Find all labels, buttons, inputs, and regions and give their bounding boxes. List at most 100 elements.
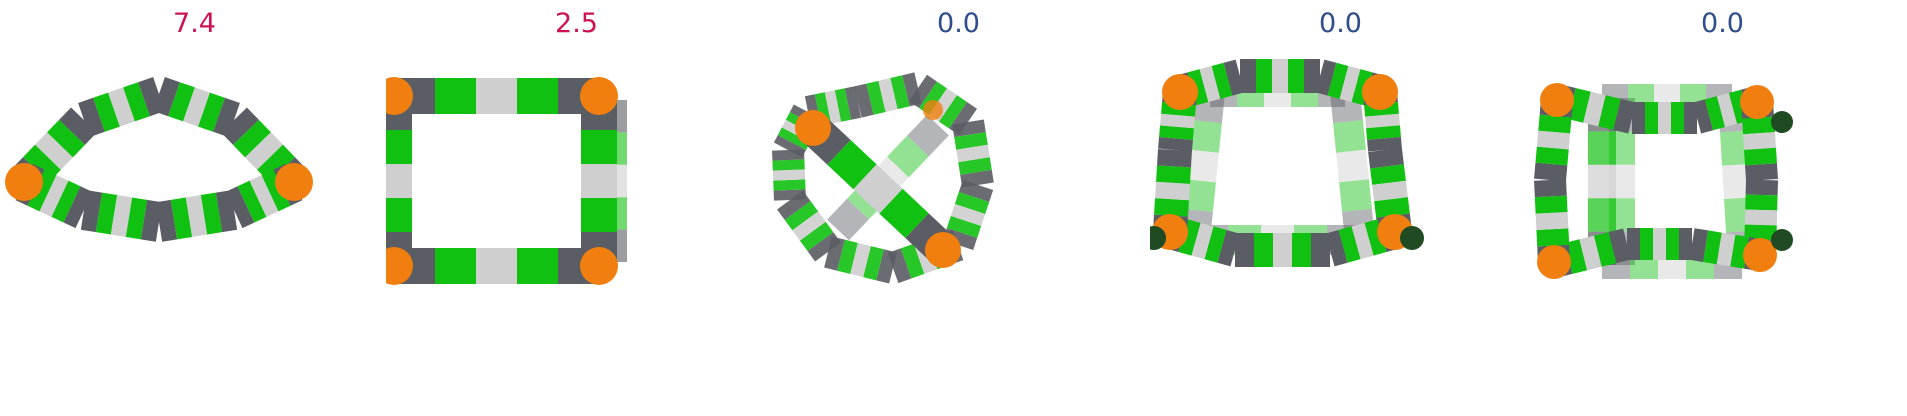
tube-segment <box>1704 96 1726 131</box>
tube-segment <box>799 221 834 252</box>
tube-segment <box>1742 116 1775 135</box>
dark-joint <box>1400 226 1424 250</box>
tube-segment <box>1608 228 1631 264</box>
tube-segment <box>1365 113 1400 129</box>
tube-segment <box>80 190 103 233</box>
tube-segment <box>108 87 135 127</box>
tube-segment <box>225 186 255 229</box>
tube-segment <box>1689 228 1709 262</box>
orange-joint <box>5 163 43 201</box>
tube-segment <box>958 179 994 203</box>
tube-segment <box>879 188 929 238</box>
tube-segment <box>168 82 195 122</box>
orange-joint <box>1537 245 1571 279</box>
tube-segment <box>1583 91 1606 127</box>
tube-segment <box>1368 147 1404 169</box>
tube-segment <box>1724 197 1754 233</box>
energy-label: 0.0 <box>937 8 980 39</box>
tube-segment <box>1593 232 1617 267</box>
tube-segment <box>814 92 832 126</box>
tube-segment <box>59 107 97 145</box>
tube-segment <box>245 132 283 170</box>
tube-segment <box>807 232 841 262</box>
tube-segment <box>1716 92 1738 128</box>
tube-segment <box>237 180 267 223</box>
tube-segment <box>1183 179 1216 212</box>
tube-segment <box>844 86 862 120</box>
tube-segment <box>1325 230 1348 267</box>
panel-5: 0.0 <box>1532 0 1907 416</box>
orange-joint <box>795 110 831 146</box>
molecule-cube <box>1534 83 1793 279</box>
tube-segment <box>777 127 811 150</box>
energy-label: 0.0 <box>1701 8 1744 39</box>
orange-joint <box>386 247 413 285</box>
tube-segment <box>1189 120 1222 153</box>
dark-joint <box>1150 226 1166 250</box>
tube-segment <box>1745 163 1778 182</box>
tube-segment <box>125 197 148 240</box>
tube-segment <box>792 211 826 241</box>
tube-segment <box>946 215 982 239</box>
tube-segment <box>95 192 118 235</box>
tube-segment <box>1366 125 1401 140</box>
molecule-trapezoid-prism <box>1150 59 1424 267</box>
tube-segment <box>1156 165 1191 184</box>
tube-segment <box>1720 130 1750 166</box>
tube-segment <box>170 197 193 240</box>
tube-segment <box>1535 212 1569 230</box>
tube-segment <box>153 76 180 117</box>
tube-segment <box>1327 62 1349 99</box>
tube-segment <box>1374 197 1410 218</box>
tube-segment <box>954 191 990 215</box>
tube-segment <box>827 140 877 190</box>
tube-segment <box>876 249 897 284</box>
tube-segment <box>198 92 225 132</box>
tube-segment <box>1722 163 1752 200</box>
tube-segment <box>1716 232 1736 267</box>
tube-segment <box>850 242 871 278</box>
tube-segment <box>1536 130 1571 150</box>
tube-segment <box>39 175 69 217</box>
tube-segment <box>1568 88 1591 123</box>
tube-segment <box>1155 181 1190 201</box>
tube-segment <box>1333 120 1366 153</box>
tube-segment <box>853 164 903 214</box>
tube-segment <box>1154 198 1189 217</box>
tube-segment <box>952 119 986 138</box>
molecule-square <box>386 77 627 285</box>
tube-segment <box>939 95 967 129</box>
molecule-octagon-cross <box>772 72 994 284</box>
tube-segment <box>902 72 922 107</box>
tube-segment <box>777 190 811 220</box>
tube-segment <box>827 198 869 241</box>
tube-segment <box>773 134 807 158</box>
tube-segment <box>863 246 884 281</box>
tube-segment <box>1579 235 1602 271</box>
tube-segment <box>900 243 925 279</box>
tube-segment <box>1538 114 1572 134</box>
tube-segment <box>1743 132 1776 150</box>
tube-segment <box>155 199 178 242</box>
tube-segment <box>1564 239 1588 274</box>
tube-segment <box>834 88 852 122</box>
tube-segment <box>47 119 85 158</box>
molecule-lens <box>5 76 313 242</box>
tube-segment <box>949 101 977 136</box>
tube-segment <box>1534 162 1568 182</box>
tube-segment <box>138 76 165 117</box>
orange-joint <box>1362 74 1398 110</box>
tube-segment <box>233 119 271 158</box>
tube-segment <box>890 75 910 110</box>
tube-segment <box>249 175 279 217</box>
tube-segment <box>1613 98 1636 134</box>
tube-segment <box>1534 179 1567 198</box>
tube-segment <box>200 192 223 235</box>
tube-segment <box>78 97 105 138</box>
tube-segment <box>1536 228 1570 247</box>
tube-segment <box>1160 113 1195 129</box>
tube-segment <box>185 195 208 237</box>
tube-segment <box>954 132 988 150</box>
tube-segment <box>1158 136 1193 152</box>
tube-segment <box>1351 222 1374 260</box>
